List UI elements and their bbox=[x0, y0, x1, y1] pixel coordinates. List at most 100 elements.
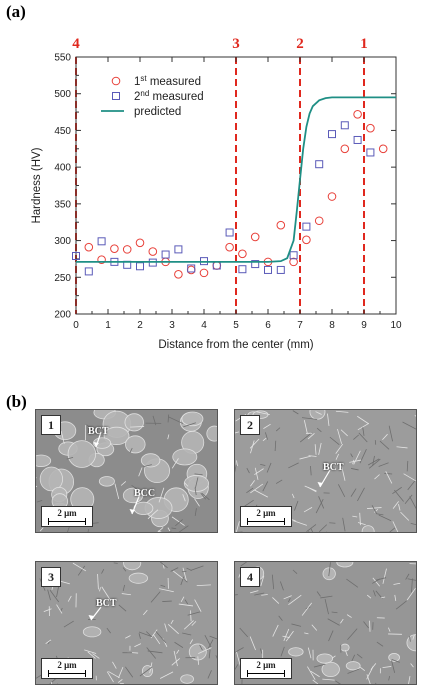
grain bbox=[361, 525, 375, 532]
grain bbox=[406, 634, 416, 652]
lath bbox=[66, 457, 74, 460]
point-1st-measured bbox=[225, 242, 234, 252]
lath bbox=[197, 656, 200, 665]
lath bbox=[118, 604, 127, 612]
x-tick-label: 3 bbox=[169, 320, 175, 331]
lath bbox=[235, 647, 244, 653]
lath bbox=[43, 608, 52, 612]
lath bbox=[215, 655, 217, 659]
lath bbox=[159, 671, 174, 679]
lath bbox=[143, 464, 152, 468]
lath bbox=[50, 682, 52, 684]
lath bbox=[407, 578, 416, 581]
lath bbox=[352, 459, 355, 465]
point-1st-measured bbox=[122, 245, 132, 254]
point-1st-measured bbox=[378, 144, 388, 154]
lath bbox=[249, 438, 260, 449]
lath bbox=[320, 595, 333, 599]
point-1st-measured bbox=[327, 192, 337, 201]
point-1st-measured bbox=[353, 109, 362, 119]
annotation-arrowhead bbox=[129, 509, 135, 514]
lath bbox=[275, 427, 281, 432]
lath bbox=[183, 620, 194, 630]
lath bbox=[45, 639, 52, 644]
grain bbox=[340, 643, 350, 652]
hardness-chart: 4 3 2 1 0 1 2 3 4 5 6 7 8 9 10 200 250 300 350 400 450 500 55… bbox=[31, 36, 402, 351]
lath bbox=[99, 587, 101, 592]
lath bbox=[314, 444, 317, 455]
lath bbox=[329, 436, 340, 446]
point-1st-measured bbox=[289, 257, 298, 267]
lath bbox=[278, 615, 283, 621]
scale-bar: 2 μm bbox=[240, 658, 292, 679]
lath bbox=[187, 611, 201, 616]
micrograph-number: 2 bbox=[240, 415, 260, 435]
lath bbox=[201, 493, 210, 501]
lath bbox=[291, 493, 295, 499]
lath bbox=[395, 600, 407, 610]
point-2nd-measured bbox=[225, 228, 234, 237]
lath bbox=[373, 590, 376, 597]
lath bbox=[266, 462, 272, 473]
point-2nd-measured bbox=[161, 250, 170, 259]
micrograph-number: 3 bbox=[41, 567, 61, 587]
lath bbox=[235, 464, 237, 473]
lath bbox=[190, 565, 204, 571]
lath bbox=[178, 525, 189, 532]
lath bbox=[250, 480, 255, 487]
lath bbox=[359, 448, 367, 464]
legend-marker-1st bbox=[111, 76, 121, 86]
lath bbox=[174, 641, 184, 648]
lath bbox=[327, 413, 330, 426]
lath bbox=[249, 590, 259, 594]
lath bbox=[204, 634, 212, 648]
lath bbox=[253, 489, 269, 498]
lath bbox=[246, 467, 250, 474]
lath bbox=[372, 455, 375, 467]
lath bbox=[117, 679, 123, 683]
lath bbox=[239, 627, 249, 638]
lath bbox=[375, 577, 387, 581]
lath bbox=[353, 450, 361, 465]
x-tick-label: 0 bbox=[73, 320, 79, 331]
lath bbox=[292, 569, 298, 574]
lath bbox=[299, 455, 312, 460]
lath bbox=[170, 619, 174, 625]
lath bbox=[250, 483, 264, 494]
grain bbox=[288, 647, 304, 657]
lath bbox=[101, 569, 105, 574]
lath bbox=[357, 487, 365, 502]
lath bbox=[391, 660, 396, 673]
data-series bbox=[72, 96, 396, 279]
grain bbox=[206, 425, 217, 442]
lath bbox=[410, 663, 414, 668]
y-tick-label: 350 bbox=[54, 199, 71, 210]
lath bbox=[307, 432, 315, 440]
point-1st-measured bbox=[135, 238, 145, 248]
lath bbox=[199, 644, 203, 651]
lath bbox=[160, 562, 168, 569]
grain bbox=[316, 653, 334, 664]
lath bbox=[150, 591, 161, 603]
lath bbox=[167, 623, 179, 635]
point-2nd-measured bbox=[276, 265, 285, 274]
lath bbox=[36, 674, 42, 679]
lath bbox=[347, 628, 358, 641]
scale-bar-line bbox=[247, 670, 285, 677]
lath bbox=[87, 528, 90, 532]
lath bbox=[168, 416, 184, 424]
lath bbox=[92, 653, 100, 659]
point-1st-measured bbox=[97, 255, 106, 264]
lath bbox=[352, 515, 358, 518]
lath bbox=[358, 432, 368, 443]
lath bbox=[182, 632, 192, 636]
lath bbox=[171, 458, 179, 469]
grain bbox=[336, 562, 354, 568]
grain bbox=[36, 454, 52, 467]
micrograph-number: 1 bbox=[41, 415, 61, 435]
lath bbox=[378, 514, 392, 522]
lath bbox=[175, 519, 183, 527]
lath bbox=[312, 679, 319, 684]
lath bbox=[190, 610, 192, 622]
grain bbox=[98, 476, 115, 487]
